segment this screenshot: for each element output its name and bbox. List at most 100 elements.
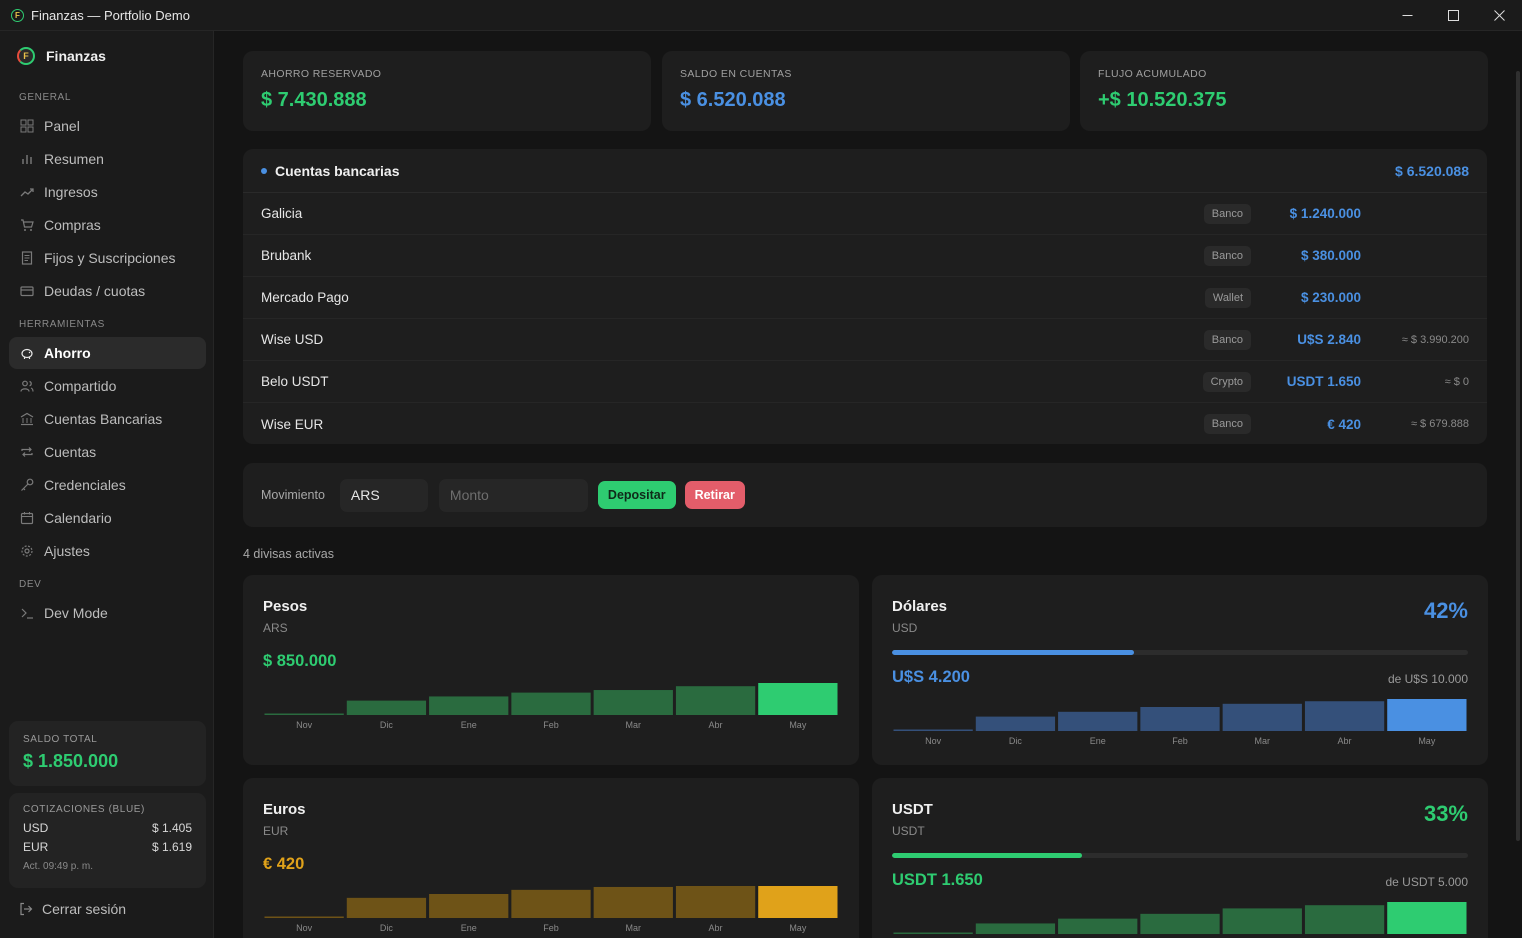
goal-progress-bar	[892, 853, 1468, 858]
sidebar-item-compartido[interactable]: Compartido	[9, 370, 206, 402]
bank-row[interactable]: Mercado Pago Wallet $ 230.000	[243, 277, 1487, 319]
stat-card-ahorro: AHORRO RESERVADO $ 7.430.888	[243, 51, 651, 131]
bank-row[interactable]: Belo USDT Crypto USDT 1.650 ≈ $ 0	[243, 361, 1487, 403]
currency-code: ARS	[263, 621, 288, 635]
month-label: Ene	[1089, 736, 1106, 746]
sidebar-item-credenciales[interactable]: Credenciales	[9, 469, 206, 501]
stat-label: FLUJO ACUMULADO	[1098, 68, 1207, 80]
month-bar	[511, 889, 591, 918]
sidebar-item-ingresos[interactable]: Ingresos	[9, 176, 206, 208]
bank-name: Galicia	[261, 206, 303, 221]
bank-row[interactable]: Galicia Banco $ 1.240.000	[243, 193, 1487, 235]
month-bar	[1058, 711, 1138, 731]
sidebar-item-resumen[interactable]: Resumen	[9, 143, 206, 175]
quote-row-eur: EUR $ 1.619	[23, 840, 192, 854]
receipt-icon	[20, 251, 34, 265]
currency-bar-chart	[892, 900, 1468, 934]
section-label-dev: DEV	[19, 579, 42, 590]
sidebar-item-label: Compartido	[44, 378, 117, 394]
close-icon[interactable]	[1476, 0, 1522, 31]
month-labels: Nov Dic Ene Feb Mar Abr May	[263, 923, 839, 933]
sidebar-item-calendario[interactable]: Calendario	[9, 502, 206, 534]
bank-row[interactable]: Wise EUR Banco € 420 ≈ $ 679.888	[243, 403, 1487, 445]
sidebar-item-cuentas[interactable]: Cuentas	[9, 436, 206, 468]
bank-amount: USDT 1.650	[1286, 374, 1361, 389]
month-bar	[264, 916, 344, 918]
bar-chart-svg	[264, 683, 838, 715]
month-bar	[593, 690, 673, 715]
bank-accounts-card: Cuentas bancarias $ 6.520.088 Galicia Ba…	[243, 149, 1487, 444]
bank-row[interactable]: Brubank Banco $ 380.000	[243, 235, 1487, 277]
month-bar	[511, 692, 591, 715]
month-bar	[1304, 701, 1385, 731]
movement-label: Movimiento	[261, 488, 325, 502]
quote-code: EUR	[23, 840, 49, 854]
month-bar	[1140, 707, 1220, 731]
users-icon	[20, 379, 34, 393]
logout-icon	[19, 902, 33, 916]
sidebar-item-label: Compras	[44, 217, 101, 233]
month-bar	[346, 700, 427, 715]
logout-button[interactable]: Cerrar sesión	[19, 901, 126, 917]
amount-input[interactable]	[438, 478, 588, 512]
month-label: Dic	[379, 923, 393, 933]
currency-select[interactable]: ARS	[339, 478, 428, 512]
goal-target: de USDT 5.000	[1385, 875, 1469, 889]
total-balance-value: $ 1.850.000	[23, 751, 119, 771]
sidebar-item-panel[interactable]: Panel	[9, 110, 206, 142]
withdraw-button[interactable]: Retirar	[684, 481, 745, 509]
quotes-box: COTIZACIONES (BLUE) USD $ 1.405 EUR $ 1.…	[9, 793, 206, 888]
brand-name: Finanzas	[46, 48, 106, 64]
bank-name: Wise USD	[261, 332, 324, 347]
bank-name: Wise EUR	[261, 416, 324, 432]
minimize-icon[interactable]	[1384, 0, 1430, 31]
month-bar	[1304, 905, 1385, 934]
currency-name: USDT	[892, 801, 933, 818]
month-labels: Nov Dic Ene Feb Mar Abr May	[892, 736, 1468, 746]
goal-percent: 33%	[1423, 801, 1468, 826]
bank-amount: $ 380.000	[1300, 248, 1361, 263]
total-balance-label: SALDO TOTAL	[23, 734, 98, 745]
currency-bar-chart	[263, 884, 839, 918]
calendar-icon	[20, 511, 34, 525]
month-bar	[1222, 703, 1302, 731]
stat-label: SALDO EN CUENTAS	[680, 68, 792, 80]
sidebar-item-ahorro[interactable]: Ahorro	[9, 337, 206, 369]
type-badge: Wallet	[1204, 287, 1251, 308]
stat-value: $ 7.430.888	[261, 89, 367, 111]
sidebar-item-fijos[interactable]: Fijos y Suscripciones	[9, 242, 206, 274]
bank-converted: ≈ $ 679.888	[1410, 418, 1469, 430]
sidebar-item-dev-mode[interactable]: Dev Mode	[9, 597, 206, 629]
sidebar-item-compras[interactable]: Compras	[9, 209, 206, 241]
sidebar-item-ajustes[interactable]: Ajustes	[9, 535, 206, 567]
deposit-button[interactable]: Depositar	[597, 481, 676, 509]
stat-value: +$ 10.520.375	[1098, 89, 1227, 111]
sidebar-item-cuentas-bancarias[interactable]: Cuentas Bancarias	[9, 403, 206, 435]
month-label: Abr	[708, 720, 723, 730]
currency-bar-chart	[263, 681, 839, 715]
type-badge: Crypto	[1202, 371, 1251, 392]
sidebar-item-label: Calendario	[44, 510, 112, 526]
piggy-bank-icon	[20, 346, 34, 360]
month-bar	[1058, 918, 1138, 934]
type-badge: Banco	[1203, 329, 1251, 350]
brand[interactable]: F Finanzas	[17, 47, 106, 65]
sidebar-item-deudas[interactable]: Deudas / cuotas	[9, 275, 206, 307]
currency-value: € 420	[263, 855, 305, 873]
bank-accounts-title: Cuentas bancarias	[275, 162, 400, 179]
scrollbar[interactable]	[1516, 71, 1520, 841]
month-bar	[675, 686, 756, 715]
currency-card-usdt: USDT USDT 33% USDT 1.650 de USDT 5.000 N…	[872, 778, 1488, 938]
goal-progress-bar	[892, 650, 1468, 655]
month-label: Ene	[460, 923, 477, 933]
month-label: Mar	[625, 923, 642, 933]
goal-target: de U$S 10.000	[1387, 672, 1468, 686]
month-bar	[975, 716, 1056, 731]
stat-label: AHORRO RESERVADO	[261, 68, 382, 80]
bank-amount: € 420	[1327, 416, 1361, 432]
type-badge: Banco	[1203, 245, 1251, 266]
bank-row[interactable]: Wise USD Banco U$S 2.840 ≈ $ 3.990.200	[243, 319, 1487, 361]
maximize-icon[interactable]	[1430, 0, 1476, 31]
sidebar-item-label: Panel	[44, 118, 80, 134]
sidebar: F Finanzas GENERAL Panel Resumen Ingreso…	[0, 31, 214, 938]
